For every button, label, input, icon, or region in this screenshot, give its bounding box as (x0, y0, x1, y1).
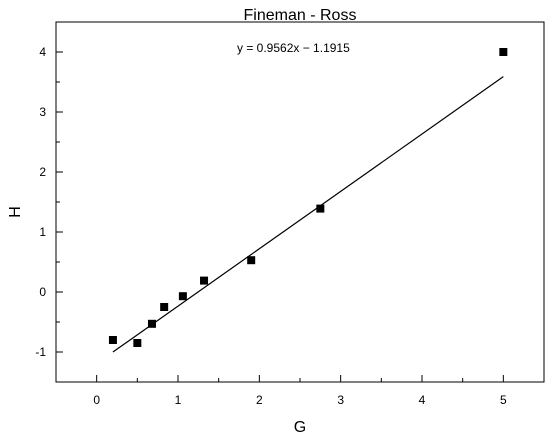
data-point (147, 319, 156, 328)
x-tick-label: 2 (256, 393, 263, 407)
x-tick-label: 1 (175, 393, 182, 407)
data-point (133, 339, 142, 347)
data-point (178, 292, 187, 301)
y-axis-title: H (7, 206, 24, 218)
x-axis: 0 1 2 3 4 5 (55, 375, 545, 407)
y-tick-label: 0 (39, 285, 46, 299)
plot-frame (55, 21, 545, 383)
fit-line (112, 76, 504, 353)
fit-line-group (112, 76, 504, 353)
y-tick-label: 2 (39, 165, 46, 179)
x-tick-label: 5 (500, 393, 507, 407)
data-point (499, 48, 508, 56)
data-points (108, 48, 508, 347)
x-axis-title: G (294, 419, 306, 436)
data-point (160, 303, 169, 311)
data-point (247, 256, 256, 265)
x-tick-label: 4 (419, 393, 426, 407)
y-tick-label: 1 (39, 225, 46, 239)
y-tick-label: -1 (35, 345, 46, 359)
x-tick-label: 3 (337, 393, 344, 407)
y-axis: -1 0 1 2 3 4 (35, 21, 63, 383)
chart-title: Fineman - Ross (244, 7, 357, 24)
data-point (200, 276, 209, 285)
data-point (316, 204, 325, 213)
fit-equation: y = 0.9562x − 1.1915 (237, 41, 350, 55)
y-tick-label: 3 (39, 105, 46, 119)
x-tick-label: 0 (93, 393, 100, 407)
data-point (108, 336, 117, 344)
y-tick-label: 4 (39, 45, 46, 59)
